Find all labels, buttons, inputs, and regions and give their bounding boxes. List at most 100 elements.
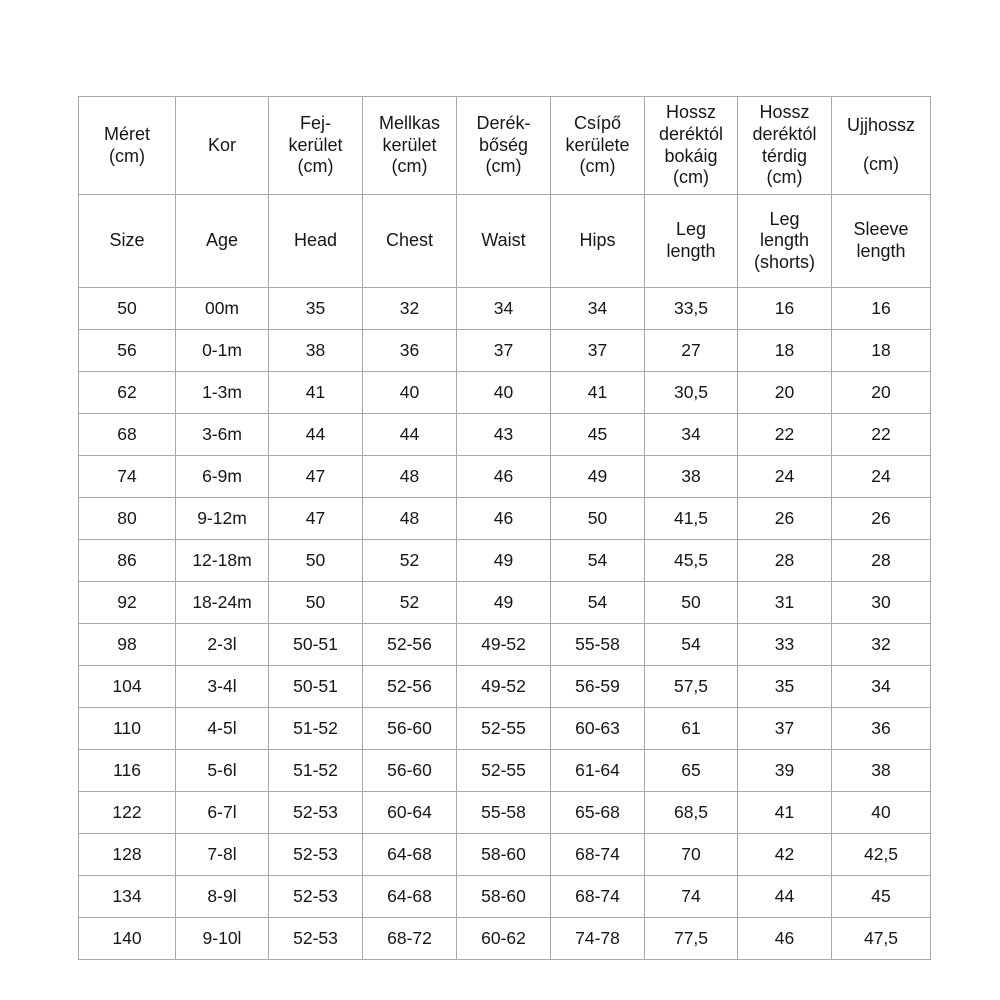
- cell-r12-c2: 52-53: [268, 791, 363, 834]
- header-line: (shorts): [753, 251, 815, 272]
- cell-r2-c7: 20: [737, 371, 832, 414]
- cell-r10-c2: 51-52: [268, 707, 363, 750]
- cell-r11-c5: 61-64: [550, 749, 645, 792]
- header-line: (cm): [297, 156, 334, 177]
- cell-r2-c1: 1-3m: [175, 371, 269, 414]
- cell-r11-c1: 5-6l: [175, 749, 269, 792]
- cell-r12-c4: 55-58: [456, 791, 551, 834]
- cell-r1-c5: 37: [550, 329, 645, 372]
- header-line: térdig: [761, 145, 808, 166]
- cell-r11-c4: 52-55: [456, 749, 551, 792]
- cell-r3-c1: 3-6m: [175, 413, 269, 456]
- table-row: 56 0-1m 38 36 37 37 27 18 18: [78, 329, 931, 372]
- cell-r4-c0: 74: [78, 455, 176, 498]
- header-line: Fej-: [300, 113, 331, 134]
- cell-r6-c8: 28: [831, 539, 931, 582]
- cell-r7-c4: 49: [456, 581, 551, 624]
- cell-r9-c5: 56-59: [550, 665, 645, 708]
- cell-r3-c8: 22: [831, 413, 931, 456]
- cell-r0-c7: 16: [737, 287, 832, 330]
- header-line: deréktól: [658, 123, 724, 144]
- cell-r11-c0: 116: [78, 749, 176, 792]
- cell-r8-c4: 49-52: [456, 623, 551, 666]
- cell-r14-c2: 52-53: [268, 875, 363, 918]
- cell-r13-c3: 64-68: [362, 833, 457, 876]
- cell-r15-c6: 77,5: [644, 917, 738, 960]
- table-row: 134 8-9l 52-53 64-68 58-60 68-74 74 44 45: [78, 875, 931, 918]
- column-header-en-4: Waist: [456, 194, 551, 288]
- cell-r6-c6: 45,5: [644, 539, 738, 582]
- cell-r2-c8: 20: [831, 371, 931, 414]
- header-line: Hossz: [665, 102, 716, 123]
- cell-r12-c0: 122: [78, 791, 176, 834]
- cell-r5-c4: 46: [456, 497, 551, 540]
- cell-r4-c1: 6-9m: [175, 455, 269, 498]
- column-header-en-6: Leg length: [644, 194, 738, 288]
- header-line: (cm): [766, 167, 803, 188]
- size-table-body: Méret (cm) Kor Fej-kerület (cm) Mellkas kerüle…: [78, 96, 931, 960]
- header-line: Ujjhossz: [846, 115, 916, 136]
- cell-r8-c7: 33: [737, 623, 832, 666]
- cell-r7-c1: 18-24m: [175, 581, 269, 624]
- cell-r6-c0: 86: [78, 539, 176, 582]
- cell-r0-c2: 35: [268, 287, 363, 330]
- cell-r5-c1: 9-12m: [175, 497, 269, 540]
- cell-r5-c7: 26: [737, 497, 832, 540]
- header-line: Hips: [579, 230, 616, 251]
- cell-r10-c8: 36: [831, 707, 931, 750]
- cell-r13-c2: 52-53: [268, 833, 363, 876]
- header-line: (cm): [485, 156, 522, 177]
- cell-r6-c2: 50: [268, 539, 363, 582]
- header-line: Méret: [103, 123, 150, 144]
- header-line: (cm): [579, 156, 616, 177]
- column-header-en-3: Chest: [362, 194, 457, 288]
- header-line: Leg: [769, 208, 800, 229]
- cell-r3-c3: 44: [362, 413, 457, 456]
- header-line: length: [666, 241, 716, 261]
- table-row: 92 18-24m 50 52 49 54 50 31 30: [78, 581, 931, 624]
- cell-r13-c8: 42,5: [831, 833, 931, 876]
- table-row: 86 12-18m 50 52 49 54 45,5 28 28: [78, 539, 931, 582]
- cell-r9-c7: 35: [737, 665, 832, 708]
- header-line: (cm): [673, 167, 709, 188]
- cell-r9-c8: 34: [831, 665, 931, 708]
- cell-r6-c4: 49: [456, 539, 551, 582]
- cell-r2-c0: 62: [78, 371, 176, 414]
- cell-r14-c4: 58-60: [456, 875, 551, 918]
- cell-r12-c3: 60-64: [362, 791, 457, 834]
- cell-r1-c0: 56: [78, 329, 176, 372]
- cell-r15-c8: 47,5: [831, 917, 931, 960]
- cell-r12-c7: 41: [737, 791, 832, 834]
- cell-r8-c6: 54: [644, 623, 738, 666]
- cell-r10-c6: 61: [644, 707, 738, 750]
- column-header-hu-7: Hossz deréktól térdig (cm): [737, 96, 832, 195]
- cell-r1-c4: 37: [456, 329, 551, 372]
- cell-r12-c1: 6-7l: [175, 791, 269, 834]
- cell-r14-c7: 44: [737, 875, 832, 918]
- cell-r3-c6: 34: [644, 413, 738, 456]
- cell-r9-c2: 50-51: [268, 665, 363, 708]
- header-line: Mellkas: [378, 113, 440, 134]
- cell-r8-c8: 32: [831, 623, 931, 666]
- cell-r9-c1: 3-4l: [175, 665, 269, 708]
- cell-r15-c5: 74-78: [550, 917, 645, 960]
- cell-r8-c2: 50-51: [268, 623, 363, 666]
- cell-r3-c5: 45: [550, 413, 645, 456]
- cell-r14-c1: 8-9l: [175, 875, 269, 918]
- table-row: 68 3-6m 44 44 43 45 34 22 22: [78, 413, 931, 456]
- table-row: 122 6-7l 52-53 60-64 55-58 65-68 68,5 41 40: [78, 791, 931, 834]
- column-header-hu-8: Ujjhossz (cm): [831, 96, 931, 195]
- column-header-en-1: Age: [175, 194, 269, 288]
- cell-r5-c3: 48: [362, 497, 457, 540]
- header-line: Waist: [481, 230, 526, 251]
- cell-r2-c6: 30,5: [644, 371, 738, 414]
- cell-r14-c6: 74: [644, 875, 738, 918]
- cell-r15-c2: 52-53: [268, 917, 363, 960]
- cell-r0-c6: 33,5: [644, 287, 738, 330]
- cell-r8-c5: 55-58: [550, 623, 645, 666]
- cell-r1-c7: 18: [737, 329, 832, 372]
- cell-r5-c5: 50: [550, 497, 645, 540]
- cell-r0-c1: 00m: [175, 287, 269, 330]
- size-table-wrapper: Méret (cm) Kor Fej-kerület (cm) Mellkas kerüle…: [78, 96, 931, 960]
- cell-r13-c5: 68-74: [550, 833, 645, 876]
